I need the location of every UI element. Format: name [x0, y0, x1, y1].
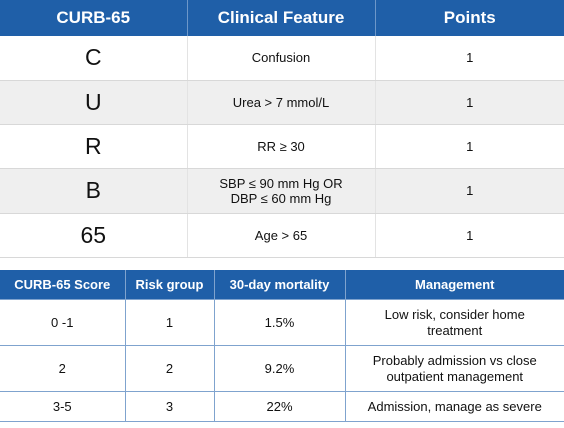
risk-management: Admission, manage as severe — [344, 391, 564, 422]
risk-group: 1 — [124, 299, 215, 346]
criterion-feature: Confusion — [187, 36, 376, 81]
risk-mortality: 22% — [213, 391, 346, 422]
risk-group: 3 — [124, 391, 215, 422]
risk-management-line2: outpatient management — [386, 368, 524, 384]
table-row: C Confusion 1 — [0, 36, 564, 81]
criterion-letter: R — [0, 124, 188, 169]
risk-group: 2 — [124, 345, 215, 392]
risk-score: 0 -1 — [0, 299, 126, 346]
criterion-points: 1 — [375, 36, 564, 81]
risk-header-row: CURB-65 Score Risk group 30-day mortalit… — [0, 270, 564, 300]
risk-score: 3-5 — [0, 391, 126, 422]
risk-management-line2: treatment — [427, 322, 483, 338]
risk-stratification-table: CURB-65 Score Risk group 30-day mortalit… — [0, 270, 564, 422]
header-management: Management — [345, 270, 564, 300]
criterion-letter: C — [0, 36, 188, 81]
table-row: U Urea > 7 mmol/L 1 — [0, 80, 564, 125]
criterion-points: 1 — [375, 124, 564, 169]
risk-management-line1: Probably admission vs close — [372, 352, 537, 368]
table-row: 65 Age > 65 1 — [0, 213, 564, 258]
criterion-feature: Urea > 7 mmol/L — [187, 80, 376, 125]
table-row: 0 -1 1 1.5% Low risk, consider home trea… — [0, 299, 564, 346]
risk-mortality: 1.5% — [213, 299, 346, 346]
criterion-letter: U — [0, 80, 188, 125]
table-row: B SBP ≤ 90 mm Hg OR DBP ≤ 60 mm Hg 1 — [0, 168, 564, 214]
header-risk-group: Risk group — [125, 270, 215, 300]
risk-management-line1: Low risk, consider home — [384, 306, 525, 322]
risk-mortality: 9.2% — [213, 345, 346, 392]
header-points: Points — [375, 0, 564, 36]
criterion-feature-line2: DBP ≤ 60 mm Hg — [230, 190, 332, 206]
criterion-feature: Age > 65 — [187, 213, 376, 258]
table-row: 3-5 3 22% Admission, manage as severe — [0, 391, 564, 422]
header-curb65: CURB-65 — [0, 0, 188, 36]
header-clinical-feature: Clinical Feature — [187, 0, 376, 36]
criterion-letter: 65 — [0, 213, 188, 258]
criterion-letter: B — [0, 168, 188, 214]
criterion-feature-line1: SBP ≤ 90 mm Hg OR — [219, 175, 343, 191]
criterion-points: 1 — [375, 168, 564, 214]
risk-score: 2 — [0, 345, 126, 392]
criteria-header-row: CURB-65 Clinical Feature Points — [0, 0, 564, 36]
table-separator — [0, 259, 564, 270]
criterion-points: 1 — [375, 213, 564, 258]
criterion-feature: SBP ≤ 90 mm Hg OR DBP ≤ 60 mm Hg — [187, 168, 376, 214]
table-row: 2 2 9.2% Probably admission vs close out… — [0, 345, 564, 392]
risk-management: Low risk, consider home treatment — [344, 299, 564, 346]
criterion-points: 1 — [375, 80, 564, 125]
table-row: R RR ≥ 30 1 — [0, 124, 564, 169]
risk-management: Probably admission vs close outpatient m… — [344, 345, 564, 392]
curb65-criteria-table: CURB-65 Clinical Feature Points C Confus… — [0, 0, 564, 258]
criterion-feature: RR ≥ 30 — [187, 124, 376, 169]
header-mortality: 30-day mortality — [214, 270, 346, 300]
header-score: CURB-65 Score — [0, 270, 126, 300]
